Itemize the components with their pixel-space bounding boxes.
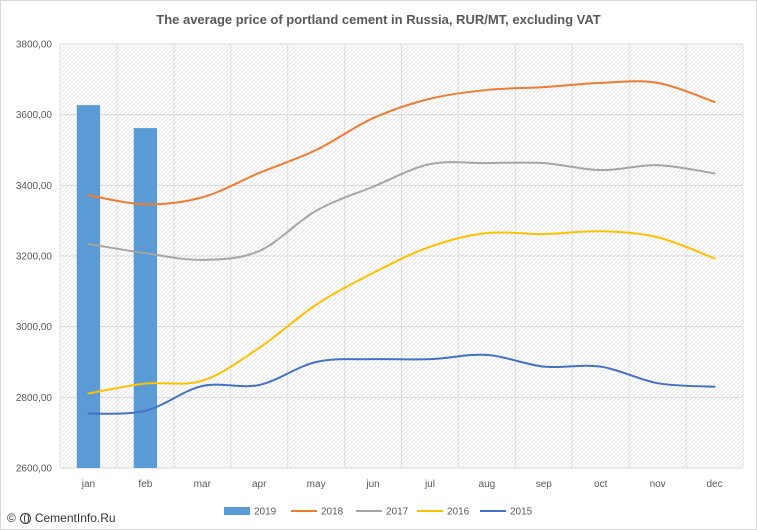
legend-swatch-2019	[224, 507, 250, 515]
x-tick-label: dec	[706, 479, 722, 490]
x-tick-label: jun	[365, 479, 379, 490]
y-tick-label: 2600,00	[16, 464, 53, 475]
line-2017	[87, 161, 716, 261]
legend-label-2016: 2016	[447, 507, 470, 518]
x-tick-label: nov	[650, 479, 666, 490]
line-2015	[87, 353, 716, 415]
x-tick-label: feb	[138, 479, 152, 490]
x-tick-label: mar	[194, 479, 212, 490]
y-tick-label: 3000,00	[16, 322, 53, 333]
x-tick-label: jan	[81, 479, 95, 490]
x-tick-label: sep	[536, 479, 553, 490]
bar-2019-feb	[133, 128, 158, 468]
line-2016	[87, 230, 716, 395]
x-tick-label: oct	[594, 479, 608, 490]
x-tick-label: jul	[424, 479, 435, 490]
y-tick-label: 3600,00	[16, 110, 53, 121]
legend-label-2019: 2019	[254, 507, 277, 518]
watermark-text: CementInfo.Ru	[34, 511, 116, 525]
chart-title: The average price of portland cement in …	[156, 12, 601, 27]
y-tick-label: 3400,00	[16, 181, 53, 192]
y-tick-label: 3800,00	[16, 40, 53, 51]
x-tick-label: may	[307, 479, 326, 490]
watermark: © CementInfo.Ru	[7, 511, 116, 525]
legend-label-2015: 2015	[510, 507, 533, 518]
x-tick-label: apr	[252, 479, 267, 490]
y-tick-label: 3200,00	[16, 252, 53, 263]
y-tick-label: 2800,00	[16, 393, 53, 404]
globe-icon	[19, 512, 31, 524]
legend-label-2018: 2018	[321, 507, 344, 518]
legend-label-2017: 2017	[386, 507, 409, 518]
x-tick-label: aug	[479, 479, 496, 490]
copyright-icon: ©	[7, 511, 16, 525]
line-2018	[87, 80, 716, 206]
